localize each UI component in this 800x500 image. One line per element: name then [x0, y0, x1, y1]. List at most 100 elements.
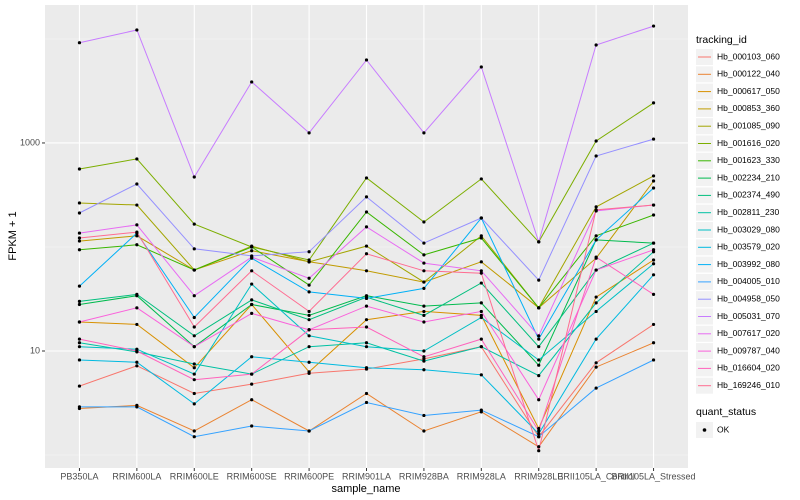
- x-tick-label: RRIM928LE: [514, 471, 563, 481]
- legend-label: Hb_003579_020: [717, 242, 780, 252]
- x-tick-label: RRIM600SE: [227, 471, 277, 481]
- data-point: [135, 157, 139, 161]
- legend-label: Hb_000103_060: [717, 51, 780, 61]
- data-point: [192, 402, 196, 406]
- data-point: [422, 320, 426, 324]
- data-point: [192, 391, 196, 396]
- data-point: [422, 368, 426, 372]
- data-point: [594, 301, 598, 305]
- data-point: [651, 273, 656, 277]
- data-point: [422, 413, 426, 418]
- data-point: [537, 358, 541, 362]
- data-point: [651, 213, 656, 217]
- data-point: [594, 154, 598, 158]
- data-point: [250, 282, 254, 286]
- data-point: [192, 362, 196, 366]
- x-tick-label: BRII105LA_Stressed: [612, 471, 696, 481]
- y-tick-label: 10: [30, 345, 40, 355]
- data-point: [651, 262, 656, 266]
- data-point: [479, 301, 483, 305]
- data-point: [135, 223, 139, 227]
- data-point: [364, 296, 369, 301]
- data-point: [479, 269, 483, 273]
- data-point: [307, 370, 311, 374]
- data-point: [422, 261, 426, 265]
- legend-label: Hb_000853_360: [717, 103, 780, 113]
- legend-swatch: [702, 428, 707, 432]
- data-point: [77, 248, 82, 252]
- legend-label: Hb_000122_040: [717, 69, 780, 79]
- data-point: [307, 429, 311, 433]
- x-axis-title: sample_name: [331, 483, 400, 495]
- data-point: [192, 334, 196, 338]
- data-point: [77, 211, 82, 215]
- data-point: [307, 258, 311, 262]
- data-point: [422, 280, 426, 284]
- data-point: [422, 355, 426, 359]
- data-point: [250, 249, 254, 253]
- data-point: [479, 65, 483, 69]
- data-point: [537, 240, 541, 244]
- data-point: [364, 341, 369, 345]
- data-point: [594, 234, 598, 238]
- data-point: [364, 366, 369, 370]
- data-point: [594, 255, 598, 259]
- data-point: [77, 341, 82, 345]
- legend-label: OK: [717, 424, 730, 434]
- legend-label: Hb_004958_050: [717, 293, 780, 303]
- legend-label: Hb_000617_050: [717, 86, 780, 96]
- data-point: [192, 345, 196, 349]
- data-point: [422, 313, 426, 317]
- legend-label: Hb_009787_040: [717, 345, 780, 355]
- data-point: [307, 290, 311, 294]
- data-point: [422, 286, 426, 290]
- data-point: [479, 281, 483, 285]
- data-point: [479, 309, 483, 314]
- data-point: [422, 349, 426, 353]
- data-point: [422, 253, 426, 257]
- legend-label: Hb_005031_070: [717, 311, 780, 321]
- data-point: [422, 269, 426, 273]
- data-point: [651, 101, 656, 105]
- data-point: [422, 359, 426, 363]
- data-point: [192, 222, 196, 226]
- data-point: [307, 131, 311, 135]
- data-point: [135, 182, 139, 186]
- data-point: [192, 325, 196, 329]
- data-point: [307, 334, 311, 338]
- data-point: [364, 391, 369, 396]
- data-point: [594, 309, 598, 314]
- data-point: [135, 322, 139, 327]
- data-point: [135, 230, 139, 234]
- data-point: [250, 372, 254, 376]
- data-point: [77, 320, 82, 324]
- data-point: [364, 269, 369, 273]
- data-point: [594, 205, 598, 209]
- data-point: [651, 241, 656, 245]
- data-point: [250, 80, 254, 84]
- data-point: [135, 203, 139, 207]
- data-point: [77, 299, 82, 303]
- data-point: [135, 243, 139, 247]
- data-point: [479, 177, 483, 181]
- data-point: [479, 271, 483, 275]
- legend-label: Hb_004005_010: [717, 276, 780, 286]
- data-point: [77, 358, 82, 362]
- data-point: [594, 238, 598, 242]
- data-point: [364, 210, 369, 214]
- data-point: [651, 203, 656, 207]
- data-point: [364, 325, 369, 329]
- data-point: [422, 429, 426, 433]
- data-point: [422, 304, 426, 308]
- data-point: [192, 378, 196, 382]
- data-point: [307, 283, 311, 287]
- data-point: [192, 366, 196, 370]
- y-tick-label: 1000: [20, 137, 40, 147]
- data-point: [77, 167, 82, 171]
- data-point: [594, 208, 598, 212]
- data-point: [594, 361, 598, 365]
- data-point: [364, 58, 369, 62]
- data-point: [192, 372, 196, 376]
- data-point: [77, 239, 82, 243]
- data-point: [135, 28, 139, 32]
